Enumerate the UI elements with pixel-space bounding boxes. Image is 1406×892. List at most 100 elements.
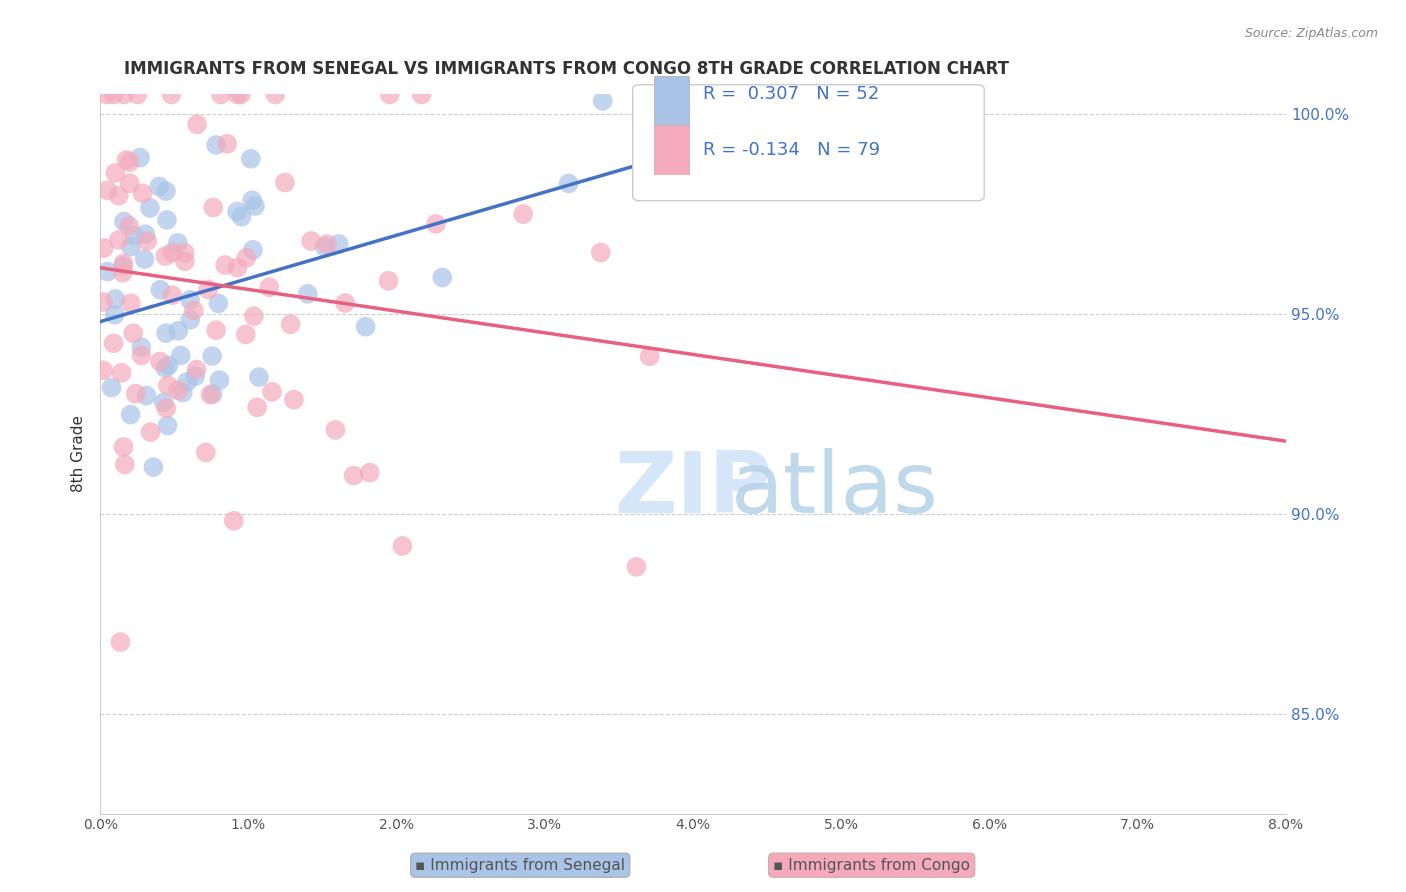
Point (112, 256, 135, 270)
Point (103, 87, 125, 102)
Point (217, 136, 239, 151)
Point (148, 179, 170, 194)
Point (328, 236, 350, 251)
Point (162, 288, 184, 302)
Point (259, 280, 281, 294)
Text: IMMIGRANTS FROM SENEGAL VS IMMIGRANTS FROM CONGO 8TH GRADE CORRELATION CHART: IMMIGRANTS FROM SENEGAL VS IMMIGRANTS FR… (124, 60, 1010, 78)
Point (183, 303, 205, 318)
Point (239, 152, 262, 166)
Point (425, 217, 447, 231)
Point (314, 240, 336, 254)
Point (243, 309, 266, 323)
Point (200, 387, 222, 401)
Point (112, 214, 135, 228)
Text: atlas: atlas (731, 449, 939, 532)
Point (201, 349, 224, 363)
Point (246, 401, 269, 415)
Point (157, 359, 180, 373)
Point (114, 458, 136, 472)
Point (131, 186, 153, 201)
Point (262, 384, 284, 399)
Point (173, 245, 195, 260)
Point (201, 387, 224, 401)
Point (283, 392, 305, 407)
Point (207, 296, 229, 310)
Point (91, 295, 114, 310)
Point (205, 137, 228, 152)
Point (589, 245, 612, 260)
Point (127, 87, 149, 102)
Point (333, 296, 356, 310)
Point (512, 207, 534, 221)
Point (170, 349, 193, 363)
Point (96, 264, 118, 278)
Point (235, 327, 257, 342)
Point (432, 270, 454, 285)
Point (592, 94, 614, 108)
Point (160, 87, 183, 102)
Point (247, 370, 270, 384)
Point (104, 308, 127, 322)
Point (297, 286, 319, 301)
Point (242, 243, 264, 257)
Text: ▪ Immigrants from Congo: ▪ Immigrants from Congo (773, 858, 970, 872)
Point (226, 87, 249, 102)
Point (172, 385, 194, 400)
Point (149, 354, 172, 368)
Point (167, 235, 190, 250)
Point (174, 254, 197, 268)
Point (205, 323, 228, 337)
Point (139, 201, 162, 215)
Point (280, 318, 302, 332)
Point (316, 237, 339, 252)
Point (103, 336, 125, 351)
Point (107, 188, 129, 202)
Point (202, 201, 225, 215)
Point (111, 266, 134, 280)
Point (325, 423, 347, 437)
Point (156, 418, 179, 433)
Point (124, 228, 146, 243)
Point (638, 349, 661, 363)
Point (155, 361, 177, 376)
Point (96, 183, 118, 197)
Point (110, 366, 132, 380)
Point (197, 282, 219, 296)
Point (107, 233, 129, 247)
Point (112, 440, 135, 454)
Y-axis label: 8th Grade: 8th Grade (72, 416, 86, 492)
Point (111, 259, 134, 273)
Point (155, 184, 177, 198)
Point (214, 258, 236, 272)
Point (155, 401, 177, 416)
Point (231, 210, 253, 224)
Point (115, 153, 138, 167)
Point (243, 199, 266, 213)
Point (134, 227, 156, 242)
Point (110, 635, 132, 649)
Point (91, 363, 114, 377)
Point (179, 313, 201, 327)
Point (378, 87, 401, 102)
Text: R =  0.307   N = 52: R = 0.307 N = 52 (703, 85, 879, 103)
Point (229, 87, 252, 102)
Text: R = -0.134   N = 79: R = -0.134 N = 79 (703, 141, 880, 159)
Point (155, 326, 177, 341)
Point (274, 176, 297, 190)
Point (209, 87, 232, 102)
Point (411, 87, 433, 102)
Point (167, 324, 190, 338)
Text: ZIP: ZIP (614, 449, 772, 532)
Point (359, 466, 381, 480)
Point (186, 362, 208, 376)
Point (156, 378, 179, 392)
Point (156, 213, 179, 227)
Point (122, 326, 145, 341)
Point (120, 240, 142, 254)
Point (235, 251, 257, 265)
Point (96, 87, 118, 102)
Point (152, 395, 174, 409)
Point (226, 204, 249, 219)
Point (136, 234, 159, 248)
Point (104, 292, 127, 306)
